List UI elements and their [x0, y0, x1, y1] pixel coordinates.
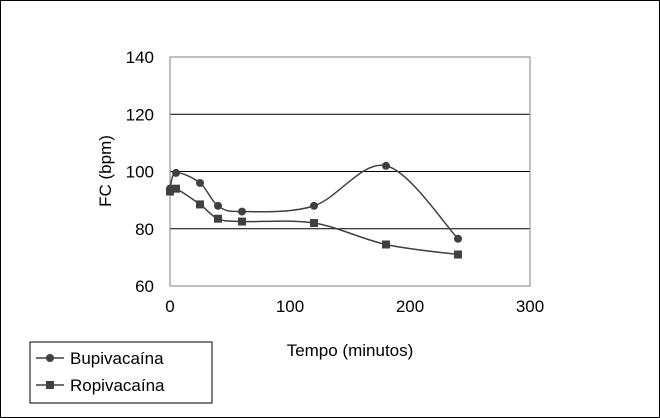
tick-labels: 60 80 100 120 140 0 100 200 300	[126, 48, 545, 316]
series-0-point-1	[172, 168, 180, 177]
series-1-point-1	[172, 184, 180, 193]
series-0-point-6	[382, 161, 390, 170]
y-tick-label-2: 100	[126, 163, 154, 182]
series-0-point-3	[214, 201, 222, 210]
y-tick-label-1: 80	[135, 220, 154, 239]
x-tick-label-0: 0	[165, 297, 174, 316]
x-axis-title: Tempo (minutos)	[287, 341, 414, 360]
legend-marker-bupivacaina	[46, 354, 54, 362]
x-tick-label-1: 100	[276, 297, 304, 316]
series-0-point-4	[238, 207, 246, 216]
legend-marker-ropivacaina	[46, 381, 54, 389]
series-1-point-4	[238, 217, 246, 226]
series-1-point-3	[214, 214, 222, 223]
y-axis-title: FC (bpm)	[96, 135, 115, 207]
legend-box	[29, 341, 213, 404]
legend: Bupivacaína Ropivacaína	[29, 341, 213, 404]
series-0-point-2	[196, 178, 204, 187]
legend-label-bupivacaina: Bupivacaína	[70, 349, 164, 368]
series-1-point-6	[382, 240, 390, 249]
series-0-point-5	[310, 201, 318, 210]
series-1-point-2	[196, 200, 204, 209]
x-tick-label-3: 300	[516, 297, 544, 316]
x-tick-label-2: 200	[396, 297, 424, 316]
legend-label-ropivacaina: Ropivacaína	[70, 376, 165, 395]
series-1-point-7	[454, 250, 462, 259]
series-layer	[166, 161, 462, 259]
gridlines	[170, 113, 530, 230]
y-tick-label-4: 140	[126, 48, 154, 67]
series-1-point-5	[310, 219, 318, 228]
plot-area	[169, 56, 531, 287]
series-0-point-7	[454, 234, 462, 243]
series-1-point-0	[166, 187, 174, 196]
y-tick-label-0: 60	[135, 277, 154, 296]
y-tick-label-3: 120	[126, 105, 154, 124]
